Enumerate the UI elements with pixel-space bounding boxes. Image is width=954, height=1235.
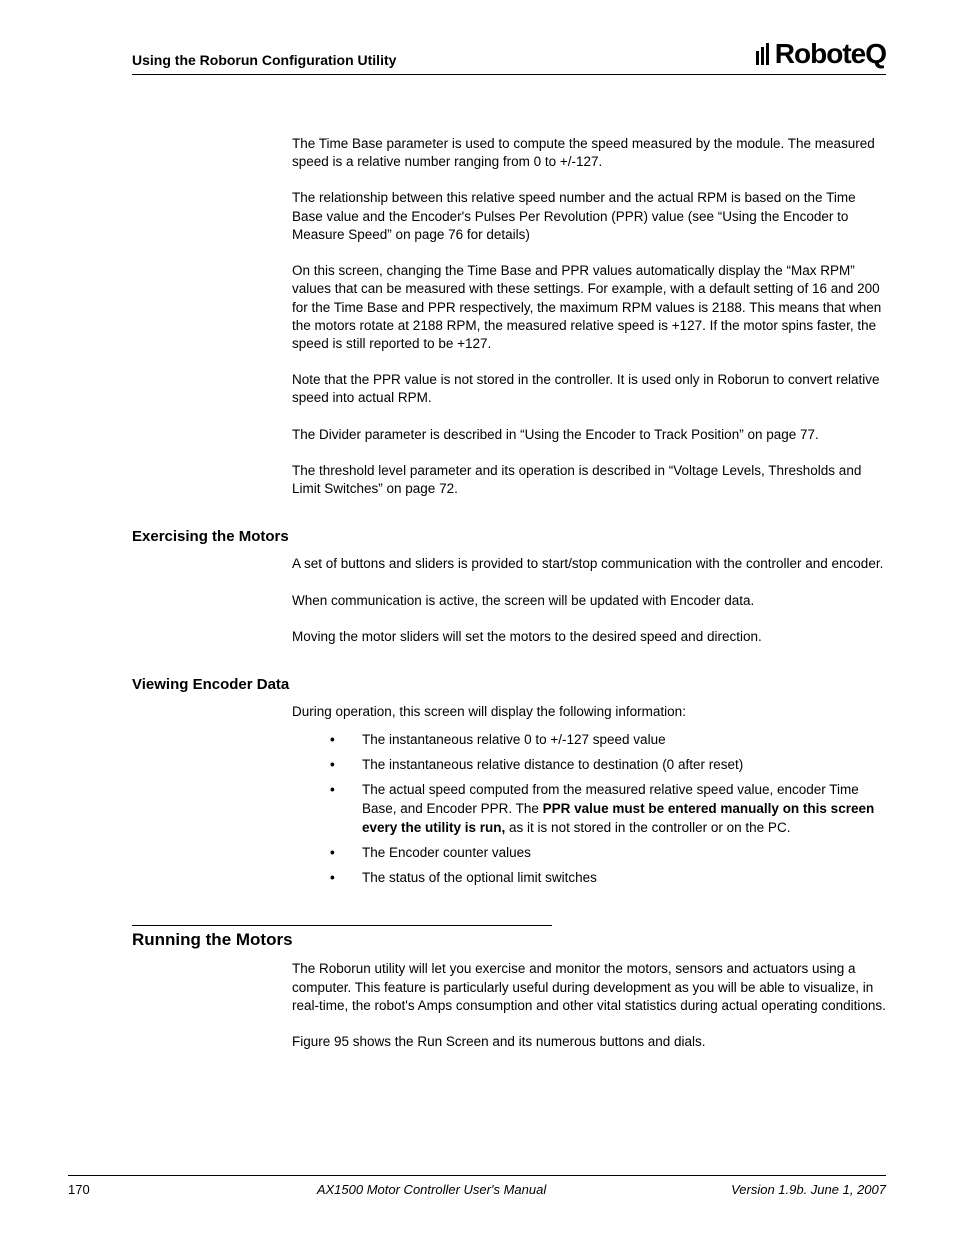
body-paragraph: Note that the PPR value is not stored in…: [292, 371, 886, 407]
list-item-text: The instantaneous relative 0 to +/-127 s…: [362, 732, 666, 747]
footer-version: Version 1.9b. June 1, 2007: [731, 1182, 886, 1197]
list-item-text-part: as it is not stored in the controller or…: [505, 820, 790, 835]
logo-bars-icon: [756, 43, 769, 65]
exercising-section: A set of buttons and sliders is provided…: [292, 555, 886, 646]
body-paragraph: Moving the motor sliders will set the mo…: [292, 628, 886, 646]
page-content: The Time Base parameter is used to compu…: [132, 135, 886, 1051]
encoder-data-list: The instantaneous relative 0 to +/-127 s…: [292, 731, 886, 887]
list-item: The actual speed computed from the measu…: [318, 781, 886, 838]
body-paragraph: The relationship between this relative s…: [292, 189, 886, 244]
footer-doc-title: AX1500 Motor Controller User's Manual: [132, 1182, 731, 1197]
running-section: The Roborun utility will let you exercis…: [292, 960, 886, 1051]
body-paragraph: The Divider parameter is described in “U…: [292, 426, 886, 444]
body-paragraph: The Roborun utility will let you exercis…: [292, 960, 886, 1015]
list-item-text: The instantaneous relative distance to d…: [362, 757, 743, 772]
body-paragraph: On this screen, changing the Time Base a…: [292, 262, 886, 353]
page-header: Using the Roborun Configuration Utility …: [132, 38, 886, 75]
major-heading-running: Running the Motors: [132, 925, 552, 950]
list-item-text: The status of the optional limit switche…: [362, 870, 597, 885]
viewing-section: During operation, this screen will displ…: [292, 703, 886, 721]
logo-text: RoboteQ: [775, 38, 886, 70]
body-paragraph: During operation, this screen will displ…: [292, 703, 886, 721]
body-paragraph: When communication is active, the screen…: [292, 592, 886, 610]
body-paragraph: The threshold level parameter and its op…: [292, 462, 886, 498]
page-footer: 170 AX1500 Motor Controller User's Manua…: [68, 1175, 886, 1197]
header-title: Using the Roborun Configuration Utility: [132, 52, 396, 70]
list-item: The status of the optional limit switche…: [318, 869, 886, 888]
body-paragraph: A set of buttons and sliders is provided…: [292, 555, 886, 573]
list-item: The instantaneous relative distance to d…: [318, 756, 886, 775]
footer-page-number: 170: [68, 1182, 132, 1197]
body-paragraph: Figure 95 shows the Run Screen and its n…: [292, 1033, 886, 1051]
intro-section: The Time Base parameter is used to compu…: [292, 135, 886, 498]
document-page: Using the Roborun Configuration Utility …: [0, 0, 954, 1235]
list-item-text: The Encoder counter values: [362, 845, 531, 860]
list-item: The Encoder counter values: [318, 844, 886, 863]
footer-row: 170 AX1500 Motor Controller User's Manua…: [68, 1182, 886, 1197]
body-paragraph: The Time Base parameter is used to compu…: [292, 135, 886, 171]
section-heading-exercising: Exercising the Motors: [132, 528, 886, 545]
list-item: The instantaneous relative 0 to +/-127 s…: [318, 731, 886, 750]
section-heading-viewing: Viewing Encoder Data: [132, 676, 886, 693]
brand-logo: RoboteQ: [756, 38, 886, 70]
